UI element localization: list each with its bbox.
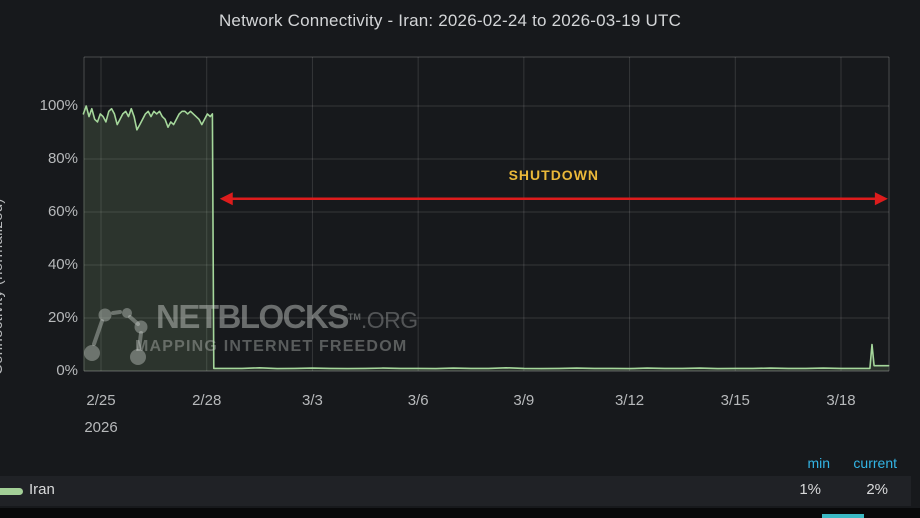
y-tick-label: 80% [47, 150, 78, 167]
series-current-value: 2% [866, 481, 888, 498]
x-tick-label: 3/9 [513, 392, 535, 409]
legend-row-iran[interactable]: Iran 1% 2% [0, 476, 911, 506]
x-axis-year-label: 2026 [84, 419, 118, 436]
shutdown-annotation: SHUTDOWN [508, 166, 600, 183]
progress-marker-icon [822, 514, 864, 518]
y-tick-label: 40% [47, 256, 78, 273]
x-tick-label: 3/18 [826, 392, 856, 409]
x-tick-label: 2/28 [192, 392, 222, 409]
x-tick-label: 3/12 [614, 392, 645, 409]
x-tick-label: 3/15 [720, 392, 750, 409]
x-tick-label: 3/6 [407, 392, 429, 409]
legend-header-current[interactable]: current [853, 455, 897, 471]
y-tick-label: 0% [56, 362, 78, 379]
page-title: Network Connectivity - Iran: 2026-02-24 … [218, 11, 682, 30]
y-tick-label: 100% [39, 97, 78, 114]
x-tick-label: 2/25 [86, 392, 116, 409]
y-tick-label: 60% [47, 203, 78, 220]
connectivity-chart[interactable] [0, 0, 920, 460]
bottom-bar [0, 508, 920, 518]
series-label-iran[interactable]: Iran [29, 481, 55, 498]
y-tick-label: 20% [47, 309, 78, 326]
series-min-value: 1% [799, 481, 821, 498]
series-color-swatch [0, 488, 23, 495]
legend-header-min[interactable]: min [807, 455, 830, 471]
x-tick-label: 3/3 [301, 392, 323, 409]
